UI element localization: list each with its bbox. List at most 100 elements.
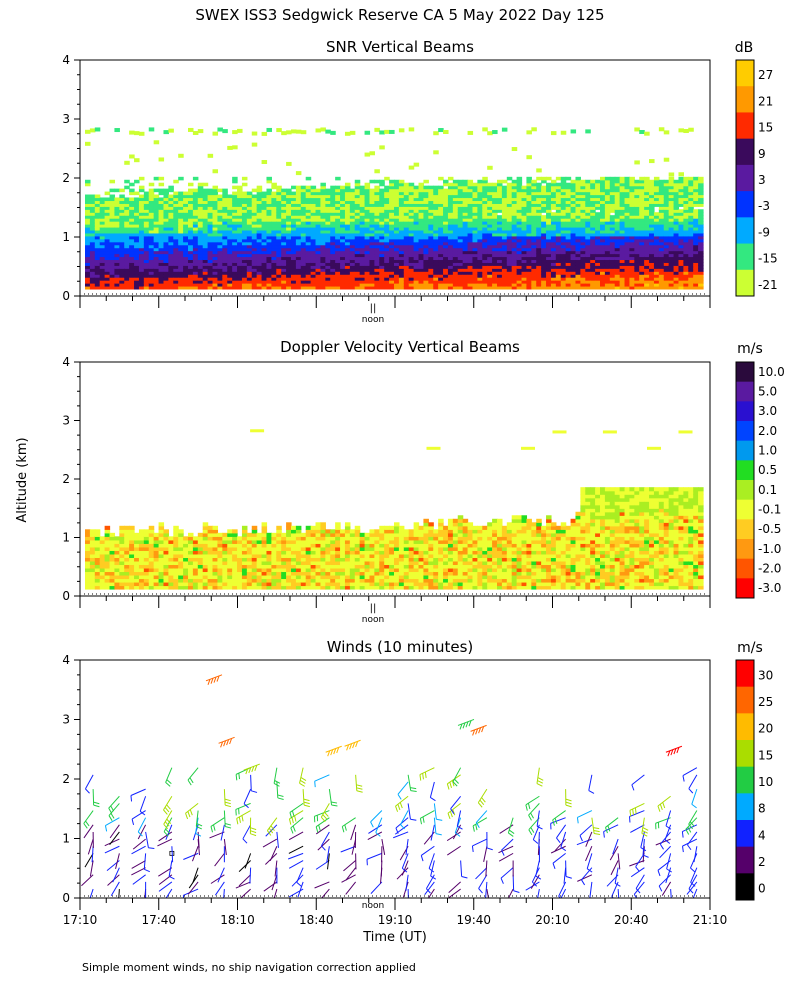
snr-cell	[232, 206, 238, 210]
snr-cell	[197, 200, 204, 204]
snr-cell	[511, 238, 518, 243]
snr-cell	[447, 226, 454, 231]
snr-cell	[428, 274, 434, 278]
snr-cell	[462, 200, 469, 204]
snr-cell	[653, 274, 660, 278]
snr-cell	[614, 197, 621, 202]
snr-cell	[443, 212, 449, 216]
snr-cell	[374, 127, 380, 132]
snr-cell	[227, 226, 233, 231]
doppler-cell	[109, 560, 116, 566]
snr-cell	[389, 226, 395, 231]
snr-cell	[531, 238, 537, 243]
snr-cell	[330, 206, 336, 210]
snr-cell	[398, 250, 405, 255]
snr-cell	[364, 212, 371, 216]
snr-cell	[354, 188, 361, 193]
snr-cell	[335, 194, 341, 199]
colorbar-label: -21	[758, 278, 778, 292]
snr-cell	[457, 206, 464, 210]
snr-cell	[497, 215, 503, 219]
snr-cell	[384, 274, 390, 278]
snr-cell	[310, 277, 317, 281]
snr-cell	[668, 218, 675, 222]
snr-cell	[447, 203, 454, 207]
snr-cell	[94, 194, 101, 199]
snr-cell	[359, 218, 366, 222]
snr-cell	[438, 241, 444, 246]
snr-cell	[673, 206, 680, 210]
snr-cell	[693, 179, 699, 184]
snr-cell	[511, 179, 518, 184]
snr-cell	[212, 215, 219, 219]
snr-cell	[256, 265, 263, 269]
snr-cell	[555, 221, 562, 225]
snr-cell	[330, 203, 336, 207]
snr-cell	[550, 283, 557, 287]
snr-cell	[408, 226, 415, 231]
snr-cell	[330, 212, 336, 216]
snr-cell	[374, 271, 380, 275]
snr-cell	[349, 221, 356, 225]
snr-cell	[295, 271, 302, 275]
doppler-cell	[89, 567, 96, 573]
snr-cell	[663, 157, 670, 162]
snr-cell	[158, 212, 165, 216]
doppler-cell	[124, 581, 130, 587]
doppler-cell	[153, 539, 160, 544]
snr-cell	[114, 241, 120, 246]
snr-cell	[212, 229, 219, 234]
snr-cell	[310, 235, 317, 240]
snr-cell	[104, 277, 111, 281]
snr-cell	[668, 244, 675, 249]
snr-cell	[462, 235, 469, 240]
doppler-cell	[158, 525, 165, 530]
snr-cell	[344, 259, 351, 263]
doppler-cell	[173, 539, 179, 544]
snr-cell	[119, 259, 125, 263]
snr-cell	[653, 283, 660, 287]
snr-cell	[99, 280, 106, 284]
snr-cell	[511, 188, 518, 193]
snr-cell	[408, 253, 415, 258]
snr-cell	[261, 209, 268, 213]
snr-cell	[516, 226, 523, 231]
snr-cell	[325, 247, 331, 252]
snr-cell	[153, 200, 160, 204]
snr-cell	[389, 253, 395, 258]
snr-cell	[678, 212, 684, 216]
snr-cell	[389, 265, 395, 269]
snr-cell	[438, 271, 444, 275]
snr-cell	[124, 160, 130, 165]
doppler-cell	[143, 585, 150, 590]
snr-cell	[492, 203, 498, 207]
snr-cell	[438, 285, 444, 290]
snr-cell	[349, 283, 356, 287]
snr-cell	[315, 215, 322, 219]
snr-cell	[89, 244, 96, 249]
snr-cell	[227, 241, 233, 246]
snr-cell	[369, 203, 375, 207]
snr-cell	[609, 200, 616, 204]
snr-cell	[403, 250, 410, 255]
snr-cell	[555, 280, 562, 284]
snr-cell	[256, 232, 263, 237]
snr-cell	[143, 191, 150, 196]
snr-cell	[550, 206, 557, 210]
snr-cell	[403, 200, 410, 204]
snr-cell	[482, 283, 488, 287]
snr-cell	[232, 262, 238, 266]
snr-cell	[227, 247, 233, 252]
snr-cell	[389, 238, 395, 243]
snr-cell	[546, 241, 552, 246]
snr-cell	[541, 197, 547, 202]
snr-cell	[305, 218, 312, 222]
snr-cell	[555, 194, 562, 199]
snr-cell	[335, 197, 341, 202]
snr-cell	[222, 265, 228, 269]
snr-cell	[119, 238, 125, 243]
snr-cell	[536, 250, 542, 255]
snr-cell	[536, 285, 542, 290]
snr-cell	[447, 194, 454, 199]
snr-cell	[261, 247, 268, 252]
